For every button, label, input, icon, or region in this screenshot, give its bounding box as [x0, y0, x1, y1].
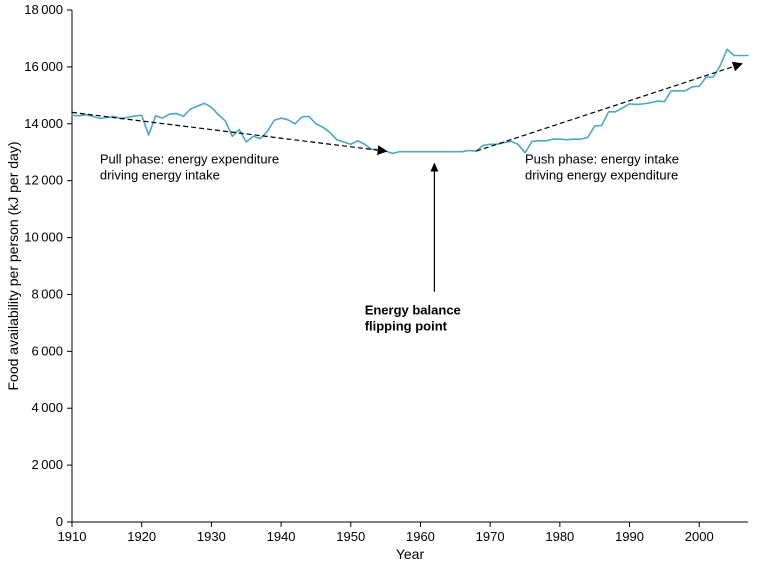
x-tick-label: 1940 [267, 529, 296, 544]
y-tick-label: 4 000 [31, 400, 63, 415]
pull-phase-note: Pull phase: energy expenditure [100, 152, 279, 167]
x-tick-label: 1930 [197, 529, 226, 544]
push-phase-note: Push phase: energy intake [525, 152, 679, 167]
food-availability-chart: 0 2 000 4 000 6 000 8 000 10 000 12 000 14 000 1… [0, 0, 768, 567]
x-tick-label: 1980 [545, 529, 574, 544]
trend-line-2 [476, 64, 741, 151]
y-tick-label: 6 000 [31, 343, 63, 358]
flipping-point-note: Energy balance [365, 302, 461, 317]
y-tick-label: 8 000 [31, 286, 63, 301]
food-availability-series [72, 49, 748, 153]
push-phase-note: driving energy expenditure [525, 168, 678, 183]
x-tick-label: 1910 [58, 529, 87, 544]
x-tick-label: 1950 [336, 529, 365, 544]
y-tick-label: 2 000 [31, 457, 63, 472]
y-axis-title: Food availability per person (kJ per day… [5, 141, 21, 390]
x-tick-label: 1960 [406, 529, 435, 544]
y-tick-label: 18 000 [24, 2, 63, 17]
x-tick-label: 1990 [615, 529, 644, 544]
y-tick-label: 10 000 [24, 230, 63, 245]
pull-phase-note: driving energy intake [100, 168, 220, 183]
y-tick-label: 14 000 [24, 116, 63, 131]
x-tick-label: 2000 [685, 529, 714, 544]
flipping-point-note: flipping point [365, 318, 448, 333]
y-tick-label: 0 [56, 514, 63, 529]
x-tick-label: 1920 [127, 529, 156, 544]
x-tick-label: 1970 [476, 529, 505, 544]
x-axis-title: Year [396, 546, 425, 562]
y-tick-label: 16 000 [24, 59, 63, 74]
y-tick-label: 12 000 [24, 173, 63, 188]
